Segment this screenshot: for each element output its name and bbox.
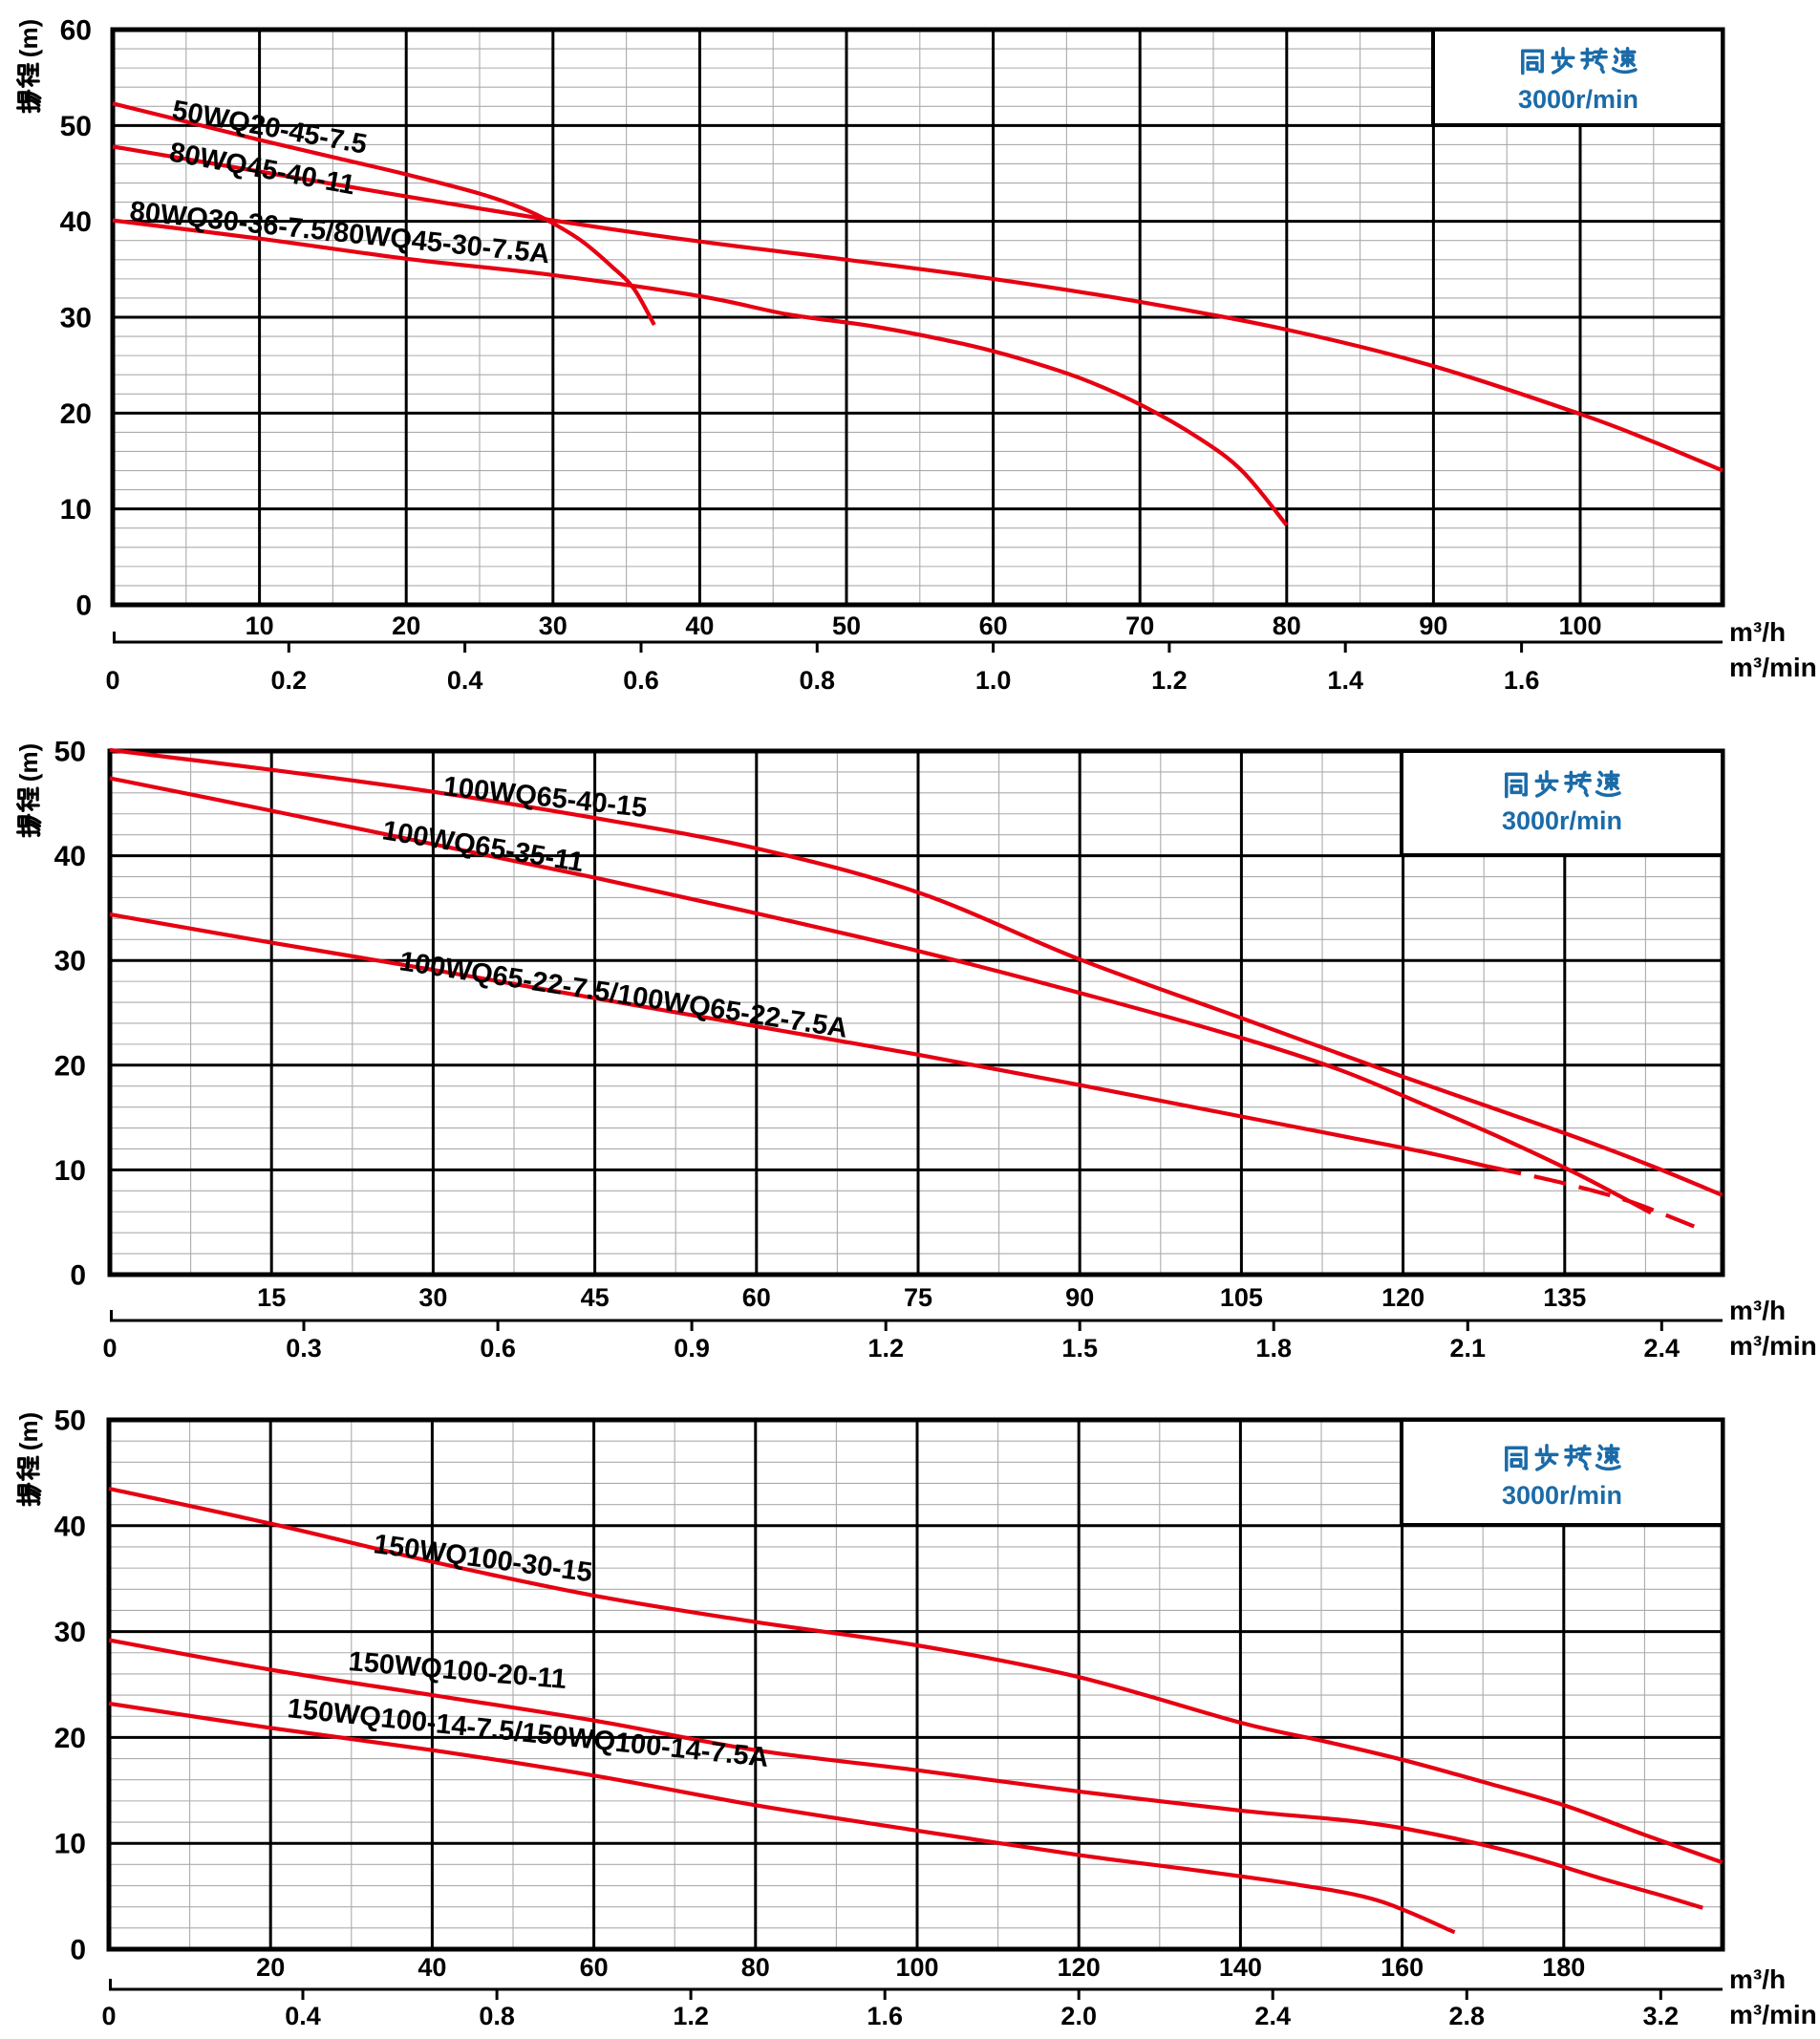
svg-text:2.4: 2.4	[1254, 2002, 1291, 2030]
svg-text:80: 80	[741, 1953, 770, 1982]
svg-text:90: 90	[1419, 612, 1447, 640]
svg-text:0.9: 0.9	[674, 1334, 710, 1363]
svg-text:2.1: 2.1	[1450, 1334, 1487, 1363]
svg-text:50: 50	[832, 612, 861, 640]
svg-text:45: 45	[581, 1283, 610, 1312]
svg-text:m³/h: m³/h	[1729, 1296, 1786, 1325]
svg-text:135: 135	[1543, 1283, 1586, 1312]
svg-text:40: 40	[54, 1511, 86, 1542]
svg-text:(m): (m)	[14, 1412, 43, 1450]
svg-text:30: 30	[54, 1617, 86, 1648]
svg-text:40: 40	[685, 612, 714, 640]
svg-text:0: 0	[102, 1334, 117, 1363]
svg-text:1.5: 1.5	[1061, 1334, 1098, 1363]
svg-text:20: 20	[256, 1953, 285, 1982]
svg-text:40: 40	[60, 206, 92, 238]
svg-text:90: 90	[1065, 1283, 1094, 1312]
svg-text:1.8: 1.8	[1255, 1334, 1292, 1363]
svg-text:60: 60	[979, 612, 1008, 640]
svg-text:0: 0	[101, 2002, 116, 2030]
svg-text:20: 20	[60, 398, 92, 430]
svg-text:60: 60	[742, 1283, 771, 1312]
svg-text:1.4: 1.4	[1327, 666, 1363, 695]
svg-text:120: 120	[1058, 1953, 1101, 1982]
svg-text:75: 75	[904, 1283, 932, 1312]
svg-text:0.6: 0.6	[623, 666, 659, 695]
svg-text:(m): (m)	[14, 19, 43, 57]
svg-text:105: 105	[1220, 1283, 1263, 1312]
svg-text:15: 15	[257, 1283, 286, 1312]
svg-text:50: 50	[60, 111, 92, 142]
svg-text:1.2: 1.2	[1151, 666, 1188, 695]
svg-text:100: 100	[1558, 612, 1601, 640]
svg-text:80: 80	[1273, 612, 1301, 640]
svg-text:160: 160	[1381, 1953, 1424, 1982]
svg-text:m³/h: m³/h	[1729, 1964, 1786, 1994]
svg-text:0: 0	[75, 590, 92, 622]
svg-text:30: 30	[54, 946, 86, 977]
svg-text:2.8: 2.8	[1449, 2002, 1486, 2030]
svg-text:70: 70	[1125, 612, 1154, 640]
svg-text:50: 50	[54, 737, 86, 768]
svg-text:0: 0	[70, 1935, 86, 1966]
svg-text:10: 10	[54, 1155, 86, 1187]
svg-text:m³/h: m³/h	[1729, 617, 1786, 647]
svg-text:20: 20	[392, 612, 420, 640]
svg-text:0.4: 0.4	[447, 666, 483, 695]
svg-text:1.0: 1.0	[975, 666, 1012, 695]
svg-text:m³/min: m³/min	[1729, 2000, 1817, 2029]
svg-text:0.4: 0.4	[285, 2002, 321, 2030]
svg-text:10: 10	[246, 612, 274, 640]
svg-text:0.6: 0.6	[480, 1334, 516, 1363]
svg-text:m³/min: m³/min	[1729, 1331, 1817, 1361]
svg-text:20: 20	[54, 1050, 86, 1082]
svg-text:100: 100	[895, 1953, 938, 1982]
svg-text:140: 140	[1219, 1953, 1262, 1982]
svg-text:0: 0	[70, 1260, 86, 1292]
svg-text:m³/min: m³/min	[1729, 653, 1817, 682]
svg-text:30: 30	[60, 303, 92, 334]
svg-text:0: 0	[105, 666, 119, 695]
svg-text:40: 40	[418, 1953, 446, 1982]
svg-text:60: 60	[580, 1953, 609, 1982]
svg-text:3000r/min: 3000r/min	[1502, 1481, 1622, 1510]
svg-text:(m): (m)	[14, 743, 43, 782]
svg-text:180: 180	[1542, 1953, 1585, 1982]
svg-text:0.3: 0.3	[286, 1334, 322, 1363]
svg-text:30: 30	[539, 612, 567, 640]
svg-text:0.2: 0.2	[271, 666, 308, 695]
svg-text:1.2: 1.2	[867, 1334, 904, 1363]
svg-text:60: 60	[60, 15, 92, 47]
svg-text:0.8: 0.8	[479, 2002, 515, 2030]
svg-text:3.2: 3.2	[1643, 2002, 1680, 2030]
svg-text:10: 10	[60, 494, 92, 526]
svg-text:120: 120	[1381, 1283, 1424, 1312]
svg-text:30: 30	[418, 1283, 447, 1312]
svg-text:1.6: 1.6	[1504, 666, 1540, 695]
svg-text:0.8: 0.8	[800, 666, 836, 695]
svg-text:20: 20	[54, 1723, 86, 1754]
svg-text:2.4: 2.4	[1644, 1334, 1681, 1363]
svg-text:1.2: 1.2	[673, 2002, 709, 2030]
svg-text:2.0: 2.0	[1060, 2002, 1097, 2030]
svg-text:40: 40	[54, 841, 86, 872]
svg-text:1.6: 1.6	[867, 2002, 903, 2030]
svg-text:50: 50	[54, 1406, 86, 1437]
svg-text:3000r/min: 3000r/min	[1502, 806, 1622, 835]
svg-text:10: 10	[54, 1829, 86, 1860]
svg-text:3000r/min: 3000r/min	[1518, 85, 1638, 114]
